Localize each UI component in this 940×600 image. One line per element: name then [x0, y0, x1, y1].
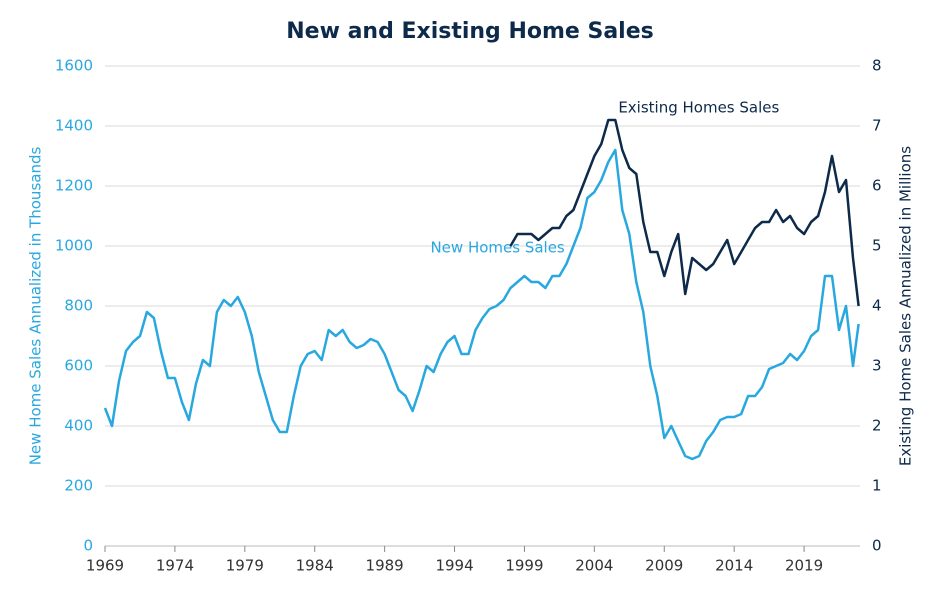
x-tick-label: 2014 — [715, 557, 753, 575]
series-line — [509, 118, 860, 307]
y2-tick-label: 3 — [872, 357, 882, 375]
y2-tick-label: 6 — [872, 177, 882, 195]
y-tick-label: 400 — [64, 417, 93, 435]
x-tick-label: 1974 — [156, 557, 194, 575]
y-tick-label: 800 — [64, 297, 93, 315]
x-tick-label: 2019 — [785, 557, 823, 575]
y2-tick-label: 8 — [872, 57, 882, 75]
y2-tick-label: 7 — [872, 117, 882, 135]
y2-tick-label: 5 — [872, 237, 882, 255]
chart-title: New and Existing Home Sales — [286, 19, 654, 44]
series-line — [103, 148, 860, 461]
y2-axis-label: Existing Home Sales Annualized in Millio… — [897, 146, 915, 466]
y2-tick-label: 1 — [872, 477, 882, 495]
y-tick-label: 1200 — [55, 177, 93, 195]
x-tick-label: 1984 — [296, 557, 334, 575]
y-tick-label: 200 — [64, 477, 93, 495]
series-label: Existing Homes Sales — [618, 99, 779, 117]
x-tick-label: 1979 — [226, 557, 264, 575]
y-axis-label: New Home Sales Annualized in Thousands — [27, 147, 45, 466]
x-tick-label: 1994 — [435, 557, 473, 575]
x-tick-label: 1999 — [505, 557, 543, 575]
y2-tick-label: 0 — [872, 537, 882, 555]
y-tick-label: 600 — [64, 357, 93, 375]
y2-tick-label: 4 — [872, 297, 882, 315]
y-tick-label: 1000 — [55, 237, 93, 255]
series-label: New Homes Sales — [430, 239, 564, 257]
y-tick-label: 1400 — [55, 117, 93, 135]
x-tick-label: 2004 — [575, 557, 613, 575]
x-tick-label: 2009 — [645, 557, 683, 575]
x-tick-label: 1989 — [366, 557, 404, 575]
y2-tick-label: 2 — [872, 417, 882, 435]
y-tick-label: 0 — [83, 537, 93, 555]
y-tick-label: 1600 — [55, 57, 93, 75]
x-tick-label: 1969 — [86, 557, 124, 575]
